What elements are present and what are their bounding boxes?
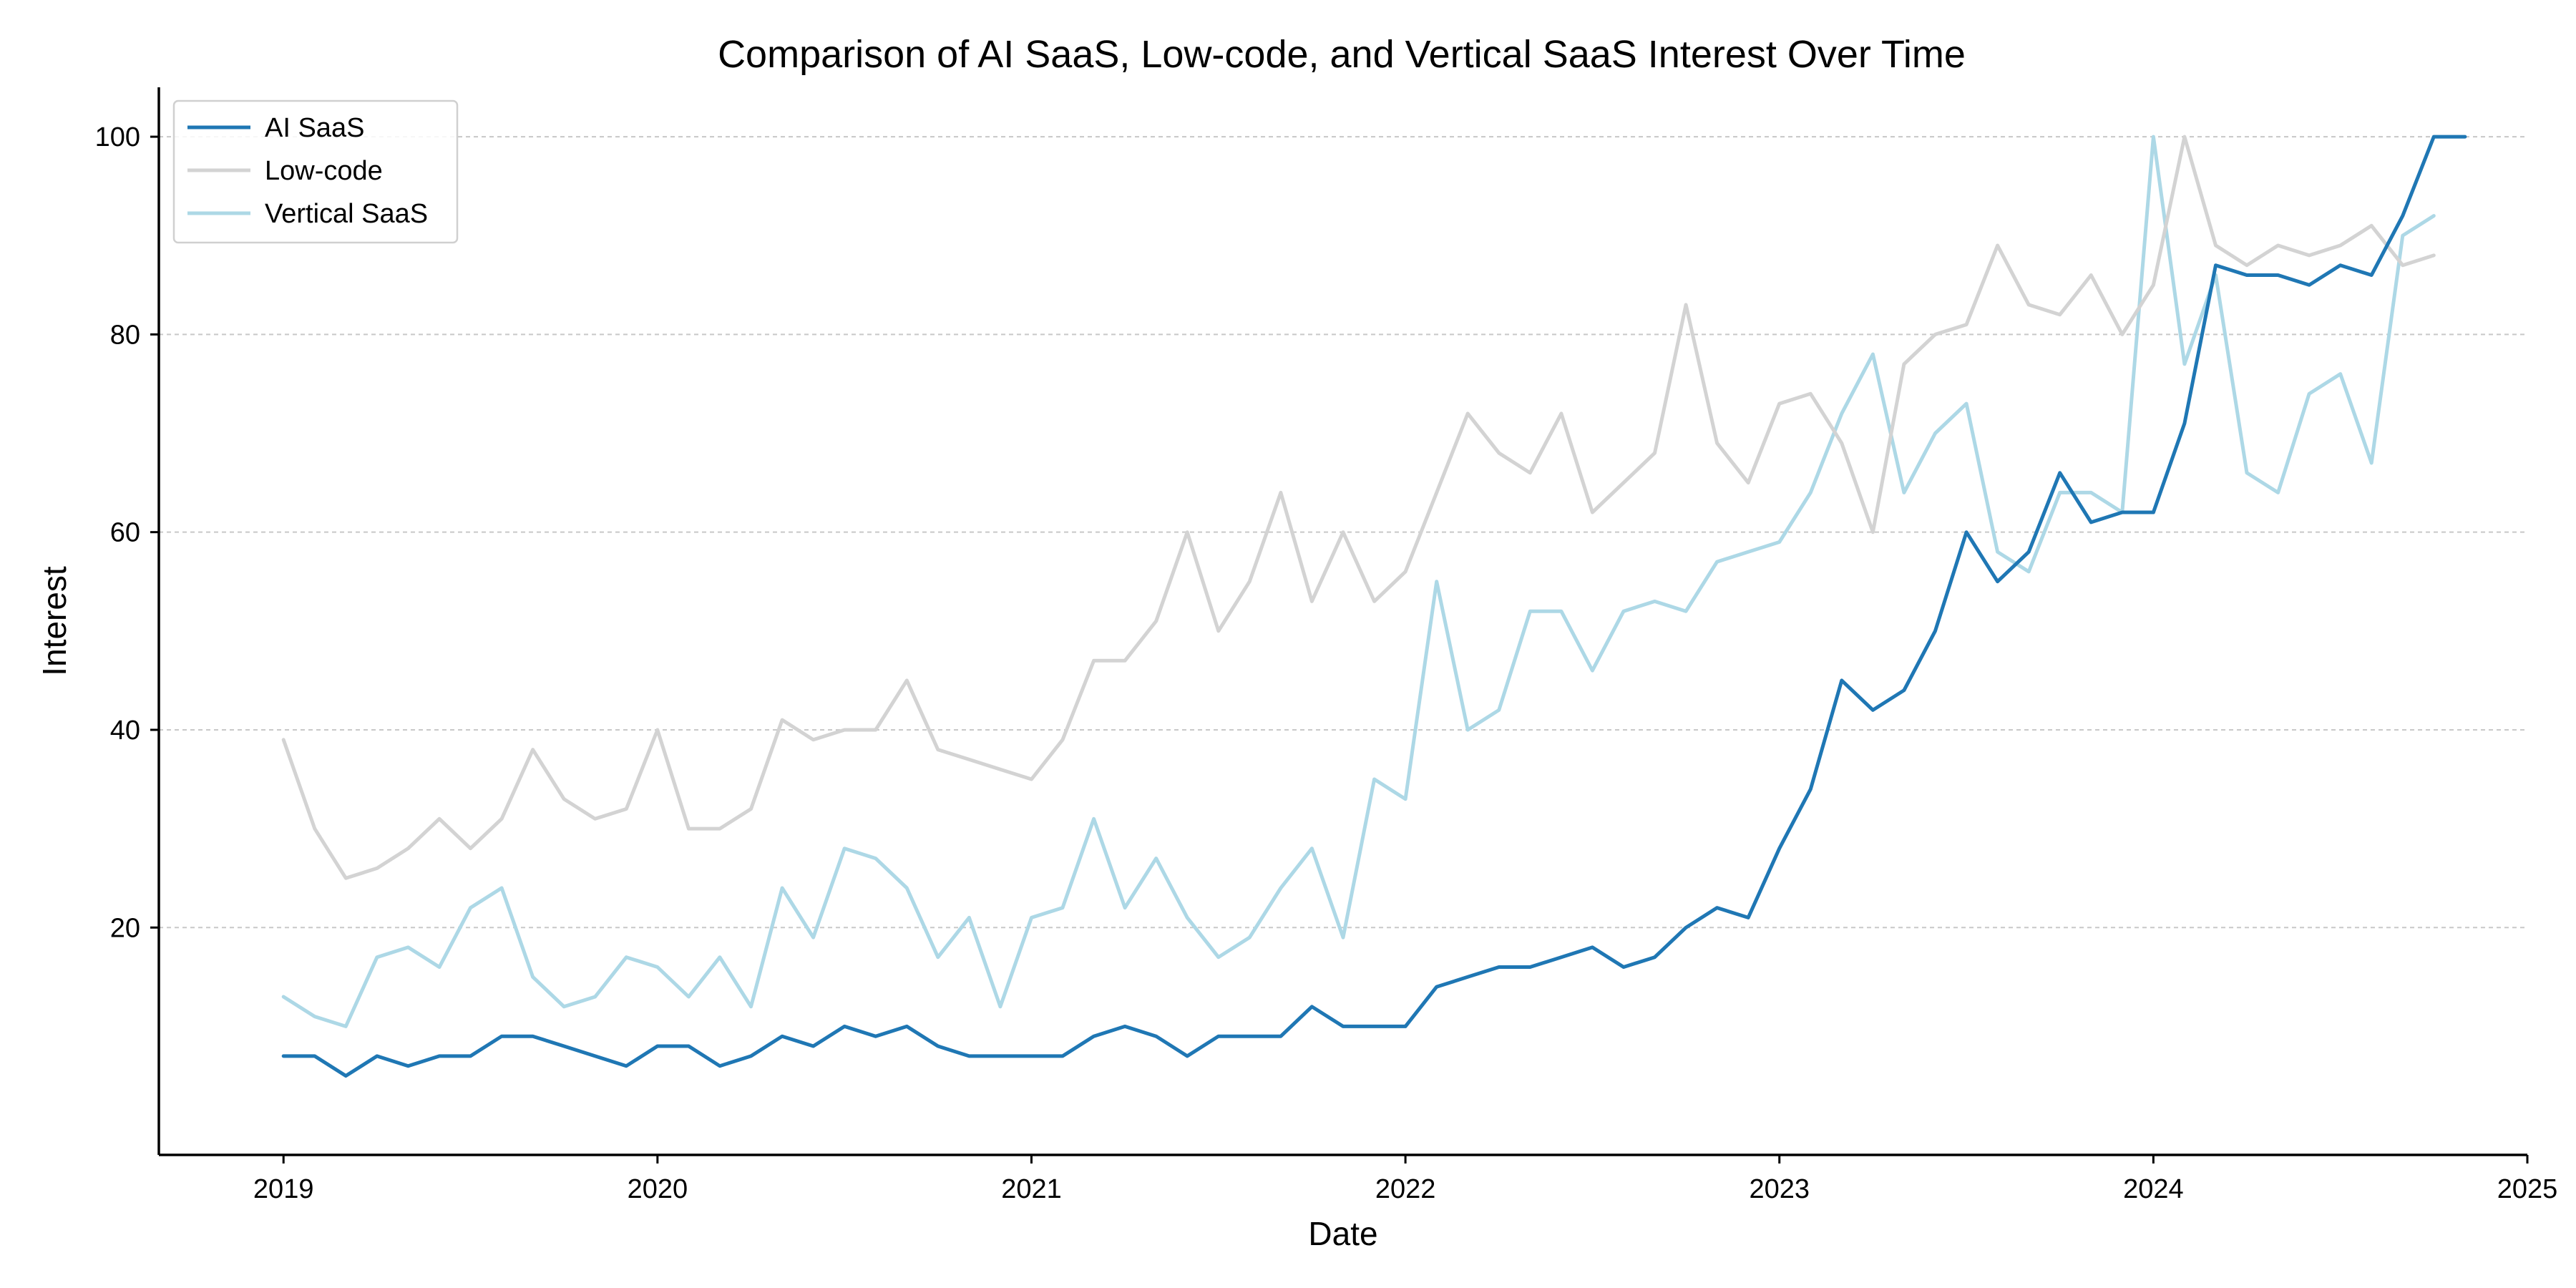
x-ticks: 2019 2020 2021 2022 2023 2024 2025 [253,1155,2557,1204]
series-line-vertical-saas [281,135,2436,1028]
x-tick-label-2021: 2021 [1001,1174,1062,1204]
series-line-ai-saas [281,135,2467,1078]
y-tick-label-60: 60 [110,518,140,548]
x-tick-label-2024: 2024 [2123,1174,2184,1204]
x-tick-label-2023: 2023 [1749,1174,1810,1204]
y-ticks: 20 40 60 80 100 [95,122,159,943]
legend-label-low-code: Low-code [265,156,383,186]
y-tick-label-100: 100 [95,122,140,152]
y-tick-label-40: 40 [110,716,140,746]
y-tick-label-20: 20 [110,913,140,943]
series-layer [281,135,2467,1078]
y-tick-label-80: 80 [110,320,140,350]
chart-title: Comparison of AI SaaS, Low-code, and Ver… [718,33,1966,76]
x-tick-label-2025: 2025 [2497,1174,2558,1204]
y-axis-label: Interest [36,566,73,676]
x-axis-label: Date [1308,1215,1377,1252]
x-tick-label-2022: 2022 [1375,1174,1436,1204]
legend-label-vertical-saas: Vertical SaaS [265,199,428,229]
x-tick-label-2019: 2019 [253,1174,314,1204]
axes [157,87,2527,1156]
legend: AI SaaS Low-code Vertical SaaS [172,99,459,244]
legend-label-ai-saas: AI SaaS [265,113,364,143]
series-line-low-code [281,135,2436,880]
x-tick-label-2020: 2020 [628,1174,688,1204]
legend-box [172,99,459,244]
legend-items: AI SaaS Low-code Vertical SaaS [187,113,428,229]
